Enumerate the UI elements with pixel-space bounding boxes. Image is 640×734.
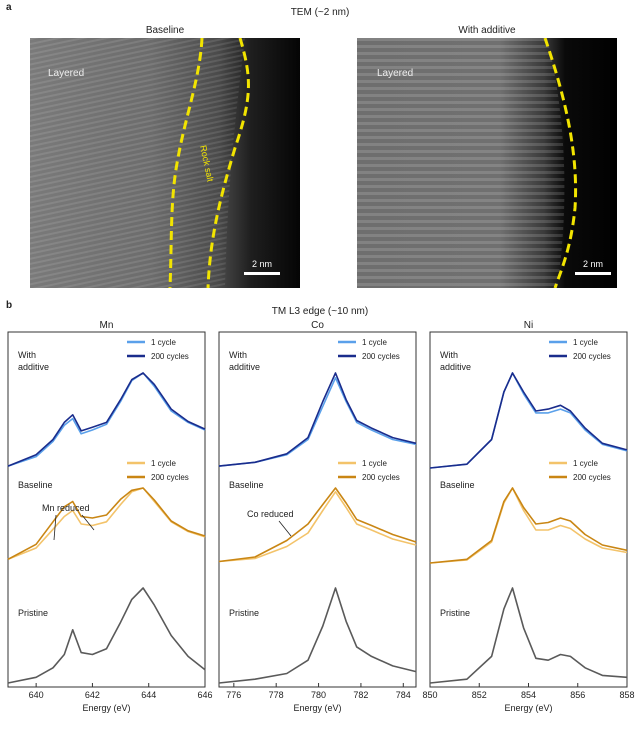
- row-label-baseline: Baseline: [440, 480, 475, 490]
- x-axis-label: Energy (eV): [293, 703, 341, 713]
- series-line: [218, 372, 417, 467]
- x-tick-label: 854: [521, 690, 536, 700]
- row-label-with: With: [229, 350, 247, 360]
- series-line: [218, 587, 417, 684]
- series-line: [429, 487, 628, 564]
- x-axis-label: Energy (eV): [504, 703, 552, 713]
- series-line: [429, 487, 628, 564]
- x-tick-label: 852: [472, 690, 487, 700]
- tem-right-label: With additive: [458, 25, 516, 36]
- annotation-co-reduced: Co reduced: [247, 509, 294, 519]
- row-label-baseline: Baseline: [18, 480, 53, 490]
- series-line: [429, 372, 628, 469]
- x-tick-label: 646: [197, 690, 212, 700]
- element-title-ni: Ni: [524, 320, 533, 331]
- legend-label: 200 cycles: [573, 352, 611, 361]
- scale-bar-left-label: 2 nm: [252, 259, 272, 269]
- legend-label: 1 cycle: [362, 338, 387, 347]
- series-line: [7, 372, 206, 467]
- panel-a-letter: a: [6, 2, 12, 13]
- row-label-pristine: Pristine: [229, 608, 259, 618]
- boundary-line-outer: [206, 38, 250, 288]
- x-tick-label: 642: [85, 690, 100, 700]
- row-label-pristine: Pristine: [440, 608, 470, 618]
- row-label-additive: additive: [18, 362, 49, 372]
- tem-left-label: Baseline: [145, 25, 185, 36]
- row-label-with: With: [18, 350, 36, 360]
- row-label-baseline: Baseline: [229, 480, 264, 490]
- x-tick-label: 776: [226, 690, 241, 700]
- scale-bar-left: [244, 272, 280, 275]
- row-label-with: With: [440, 350, 458, 360]
- series-line: [429, 372, 628, 469]
- series-line: [218, 491, 417, 563]
- scale-bar-right-label: 2 nm: [583, 259, 603, 269]
- x-tick-label: 780: [311, 690, 326, 700]
- legend-label: 200 cycles: [362, 352, 400, 361]
- tem-additive-region-label: Layered: [377, 68, 413, 79]
- tem-additive-lattice: [357, 38, 565, 288]
- tem-image-baseline: Layered Rock salt 2 nm: [30, 38, 300, 288]
- plot-frame-co: [218, 331, 417, 688]
- series-line: [7, 587, 206, 684]
- plot-frame-ni: [429, 331, 628, 688]
- boundary-line-additive: [543, 38, 578, 288]
- x-tick-label: 640: [29, 690, 44, 700]
- panel-b-letter: b: [6, 300, 13, 311]
- scale-bar-right: [575, 272, 611, 275]
- row-label-additive: additive: [440, 362, 471, 372]
- series-line: [7, 372, 206, 467]
- series-line: [218, 487, 417, 563]
- tem-baseline-region-label: Layered: [48, 68, 84, 79]
- annotation-arrow: [53, 514, 57, 541]
- legend-label: 200 cycles: [151, 352, 189, 361]
- legend-label: 1 cycle: [573, 459, 598, 468]
- x-axis-label: Energy (eV): [82, 703, 130, 713]
- legend-label: 1 cycle: [362, 459, 387, 468]
- x-tick-label: 784: [396, 690, 411, 700]
- legend-label: 200 cycles: [362, 473, 400, 482]
- series-line: [218, 377, 417, 467]
- x-tick-label: 858: [619, 690, 634, 700]
- row-label-additive: additive: [229, 362, 260, 372]
- spectra-figure: Mn 640 642 644 646 Energy (eV) 1 cycle 200 cycl…: [7, 320, 635, 713]
- annotation-arrow: [278, 520, 292, 537]
- x-tick-label: 850: [422, 690, 437, 700]
- legend-label: 200 cycles: [573, 473, 611, 482]
- element-title-co: Co: [311, 320, 324, 331]
- x-tick-label: 644: [141, 690, 156, 700]
- x-tick-label: 778: [269, 690, 284, 700]
- panel-a-title: TEM (~2 nm): [290, 7, 350, 18]
- legend-label: 1 cycle: [151, 459, 176, 468]
- legend-label: 200 cycles: [151, 473, 189, 482]
- element-title-mn: Mn: [100, 320, 114, 331]
- row-label-pristine: Pristine: [18, 608, 48, 618]
- tem-image-additive: Layered 2 nm: [357, 38, 617, 288]
- annotation-arrow: [81, 514, 95, 531]
- series-line: [7, 487, 206, 561]
- legend-label: 1 cycle: [151, 338, 176, 347]
- x-tick-label: 782: [353, 690, 368, 700]
- x-tick-label: 856: [570, 690, 585, 700]
- panel-b-title: TM L3 edge (~10 nm): [271, 306, 369, 317]
- plot-frame-mn: [7, 331, 206, 688]
- series-line: [429, 587, 628, 684]
- annotation-mn-reduced: Mn reduced: [42, 503, 90, 513]
- legend-label: 1 cycle: [573, 338, 598, 347]
